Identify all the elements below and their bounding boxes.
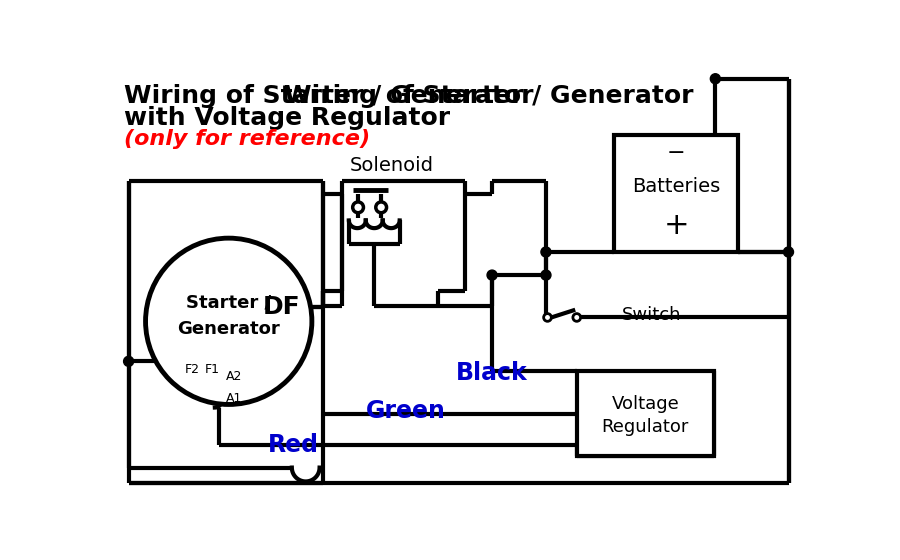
Circle shape (146, 238, 312, 404)
Text: A1: A1 (226, 392, 242, 405)
Text: Red: Red (268, 432, 319, 456)
Circle shape (541, 247, 551, 257)
Text: (only for reference): (only for reference) (124, 129, 370, 149)
Circle shape (573, 314, 580, 321)
Circle shape (710, 74, 720, 84)
Text: Solenoid: Solenoid (350, 156, 434, 175)
Text: Switch: Switch (621, 306, 681, 324)
Circle shape (353, 202, 364, 213)
Circle shape (784, 247, 794, 257)
Text: with Voltage Regulator: with Voltage Regulator (124, 106, 450, 130)
Text: Batteries: Batteries (632, 177, 720, 196)
Text: −: − (667, 143, 686, 164)
Text: Green: Green (366, 399, 446, 423)
Text: Wiring of Starter / Generator: Wiring of Starter / Generator (284, 84, 694, 108)
Text: Voltage: Voltage (611, 395, 680, 413)
Text: Regulator: Regulator (601, 418, 689, 436)
Text: Wiring of Starter / Generator: Wiring of Starter / Generator (124, 84, 534, 108)
Text: A2: A2 (226, 370, 242, 383)
Text: Black: Black (456, 361, 528, 385)
Circle shape (376, 202, 387, 213)
Circle shape (487, 270, 497, 280)
Text: F2: F2 (184, 362, 199, 376)
Bar (614, 135, 738, 252)
Circle shape (541, 270, 551, 280)
Circle shape (123, 356, 133, 366)
Circle shape (544, 314, 552, 321)
Text: Generator: Generator (177, 320, 280, 338)
Text: Starter /: Starter / (186, 293, 271, 311)
Text: DF: DF (262, 296, 300, 319)
Text: +: + (663, 211, 688, 240)
Text: F1: F1 (204, 362, 220, 376)
Bar (577, 371, 714, 456)
